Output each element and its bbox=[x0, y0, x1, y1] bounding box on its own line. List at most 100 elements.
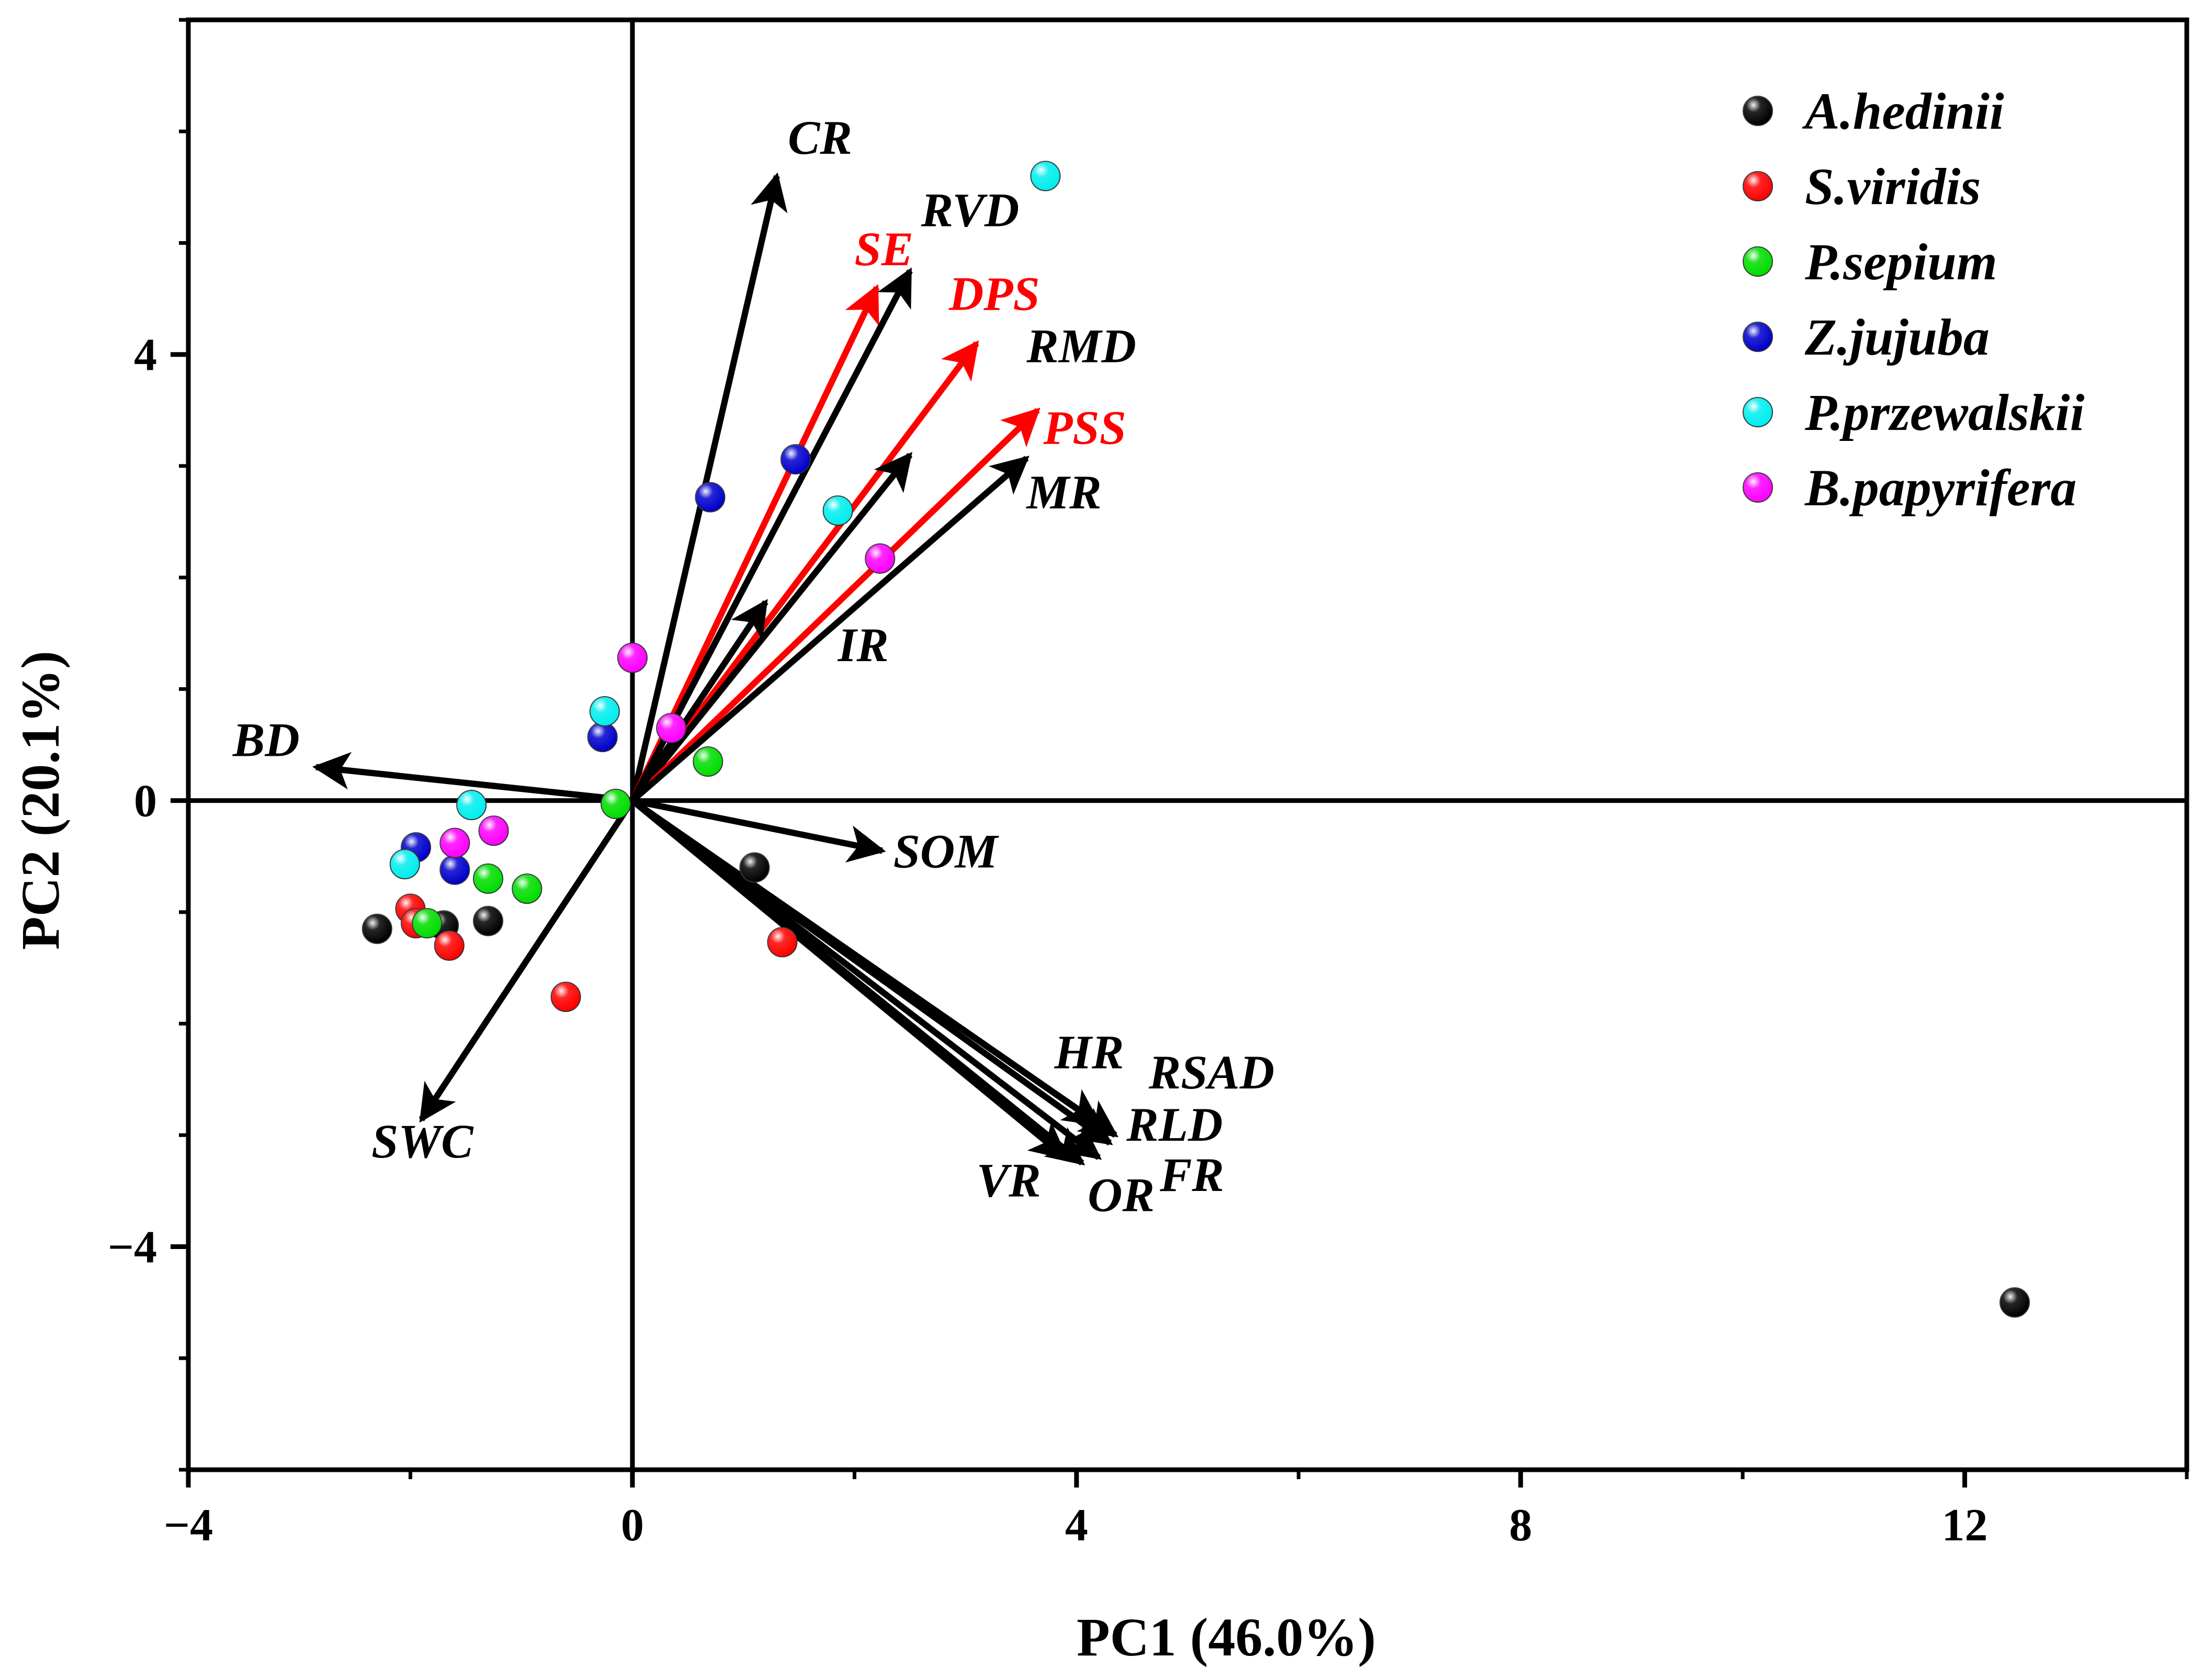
point-highlight bbox=[588, 722, 617, 752]
point-p-przewalskii bbox=[456, 790, 487, 821]
loading-arrow-mr bbox=[630, 456, 1030, 803]
loading-vectors bbox=[312, 172, 1119, 1166]
point-b-papyrifera bbox=[865, 543, 896, 574]
point-s-viridis bbox=[767, 927, 798, 958]
loading-label-ir: IR bbox=[838, 618, 889, 672]
point-highlight bbox=[590, 697, 619, 727]
point-p-sepium bbox=[412, 908, 443, 939]
point-p-sepium bbox=[473, 863, 503, 894]
legend-item-z-jujuba: Z.jujuba bbox=[1743, 308, 1990, 366]
point-p-sepium bbox=[693, 746, 724, 777]
loading-arrow-rvd bbox=[629, 267, 913, 802]
legend-label: Z.jujuba bbox=[1804, 308, 1990, 366]
x-tick-label: 4 bbox=[1065, 1500, 1088, 1551]
point-highlight bbox=[781, 445, 810, 474]
legend-item-p-sepium: P.sepium bbox=[1743, 233, 1997, 291]
point-a-hedinii bbox=[473, 905, 503, 936]
loading-label-rld: RLD bbox=[1126, 1098, 1223, 1151]
loading-arrow-pss bbox=[630, 407, 1041, 803]
loading-arrow-swc bbox=[419, 799, 635, 1123]
loading-label-pss: PSS bbox=[1043, 401, 1126, 454]
point-highlight bbox=[440, 855, 470, 884]
point-p-przewalskii bbox=[389, 849, 420, 880]
point-a-hedinii bbox=[361, 913, 392, 944]
point-highlight bbox=[823, 496, 853, 526]
legend-marker-highlight bbox=[1743, 322, 1772, 351]
point-highlight bbox=[740, 853, 770, 882]
point-a-hedinii bbox=[739, 852, 770, 883]
point-s-viridis bbox=[550, 981, 581, 1012]
point-highlight bbox=[693, 746, 723, 776]
loading-label-cr: CR bbox=[788, 111, 852, 164]
point-z-jujuba bbox=[780, 444, 811, 475]
loading-label-swc: SWC bbox=[371, 1115, 474, 1168]
loading-label-dps: DPS bbox=[948, 267, 1040, 320]
x-tick-label: 8 bbox=[1509, 1500, 1532, 1551]
point-highlight bbox=[2000, 1288, 2030, 1318]
point-b-papyrifera bbox=[656, 713, 687, 744]
y-tick-label: 4 bbox=[134, 330, 157, 381]
point-p-przewalskii bbox=[589, 696, 620, 727]
loading-label-or: OR bbox=[1088, 1168, 1155, 1221]
loading-label-fr: FR bbox=[1159, 1148, 1224, 1201]
point-highlight bbox=[473, 906, 503, 936]
point-p-przewalskii bbox=[822, 495, 853, 526]
legend-item-s-viridis: S.viridis bbox=[1743, 157, 1981, 215]
y-tick-label: −4 bbox=[108, 1222, 157, 1273]
legend: A.hedinii S.viridis P.sepium Z.jujuba P.prze… bbox=[1743, 82, 2085, 517]
loading-label-rvd: RVD bbox=[921, 183, 1020, 236]
zero-lines bbox=[188, 20, 2187, 1470]
point-highlight bbox=[457, 790, 487, 820]
legend-marker-highlight bbox=[1743, 473, 1772, 502]
loading-arrow-vr bbox=[630, 798, 1069, 1160]
loading-label-vr: VR bbox=[977, 1154, 1041, 1207]
legend-marker-highlight bbox=[1743, 247, 1772, 276]
point-z-jujuba bbox=[587, 722, 618, 753]
legend-label: S.viridis bbox=[1805, 157, 1981, 215]
point-highlight bbox=[601, 789, 631, 819]
loading-arrow-ir bbox=[629, 599, 769, 802]
point-highlight bbox=[512, 874, 542, 904]
legend-label: A.hedinii bbox=[1802, 82, 2004, 140]
point-highlight bbox=[440, 828, 470, 858]
legend-label: P.przewalskii bbox=[1804, 383, 2085, 441]
loading-label-mr: MR bbox=[1025, 466, 1101, 519]
point-highlight bbox=[390, 849, 420, 879]
loading-label-bd: BD bbox=[232, 713, 300, 766]
loading-arrow-rmd bbox=[630, 451, 913, 803]
point-p-przewalskii bbox=[1030, 161, 1061, 191]
legend-item-a-hedinii: A.hedinii bbox=[1743, 82, 2004, 140]
point-z-jujuba bbox=[695, 482, 726, 513]
point-highlight bbox=[695, 482, 725, 512]
point-highlight bbox=[479, 816, 509, 846]
y-axis-title: PC2 (20.1%) bbox=[10, 651, 71, 950]
legend-marker-highlight bbox=[1743, 172, 1772, 201]
loading-label-rmd: RMD bbox=[1026, 320, 1136, 373]
point-b-papyrifera bbox=[439, 827, 470, 858]
point-highlight bbox=[434, 930, 464, 960]
point-a-hedinii bbox=[1999, 1287, 2030, 1318]
plot-frame bbox=[186, 17, 2189, 1472]
point-z-jujuba bbox=[439, 854, 470, 885]
point-s-viridis bbox=[434, 930, 465, 961]
y-tick-label: 0 bbox=[134, 776, 157, 827]
legend-marker-highlight bbox=[1743, 96, 1772, 126]
loading-label-se: SE bbox=[854, 222, 913, 276]
point-highlight bbox=[473, 864, 503, 893]
loading-label-hr: HR bbox=[1054, 1025, 1124, 1079]
loading-arrow-bd bbox=[312, 752, 633, 804]
loading-label-rsad: RSAD bbox=[1148, 1046, 1274, 1099]
point-highlight bbox=[1031, 161, 1060, 191]
x-tick-label: 0 bbox=[621, 1500, 644, 1551]
score-points bbox=[361, 161, 2030, 1318]
point-b-papyrifera bbox=[617, 642, 648, 673]
point-highlight bbox=[551, 982, 581, 1012]
loading-arrow-som bbox=[631, 797, 886, 863]
loading-label-som: SOM bbox=[894, 825, 1000, 878]
point-highlight bbox=[657, 713, 686, 743]
point-highlight bbox=[767, 927, 797, 957]
legend-item-p-przewalskii: P.przewalskii bbox=[1743, 383, 2085, 441]
point-highlight bbox=[412, 909, 442, 938]
